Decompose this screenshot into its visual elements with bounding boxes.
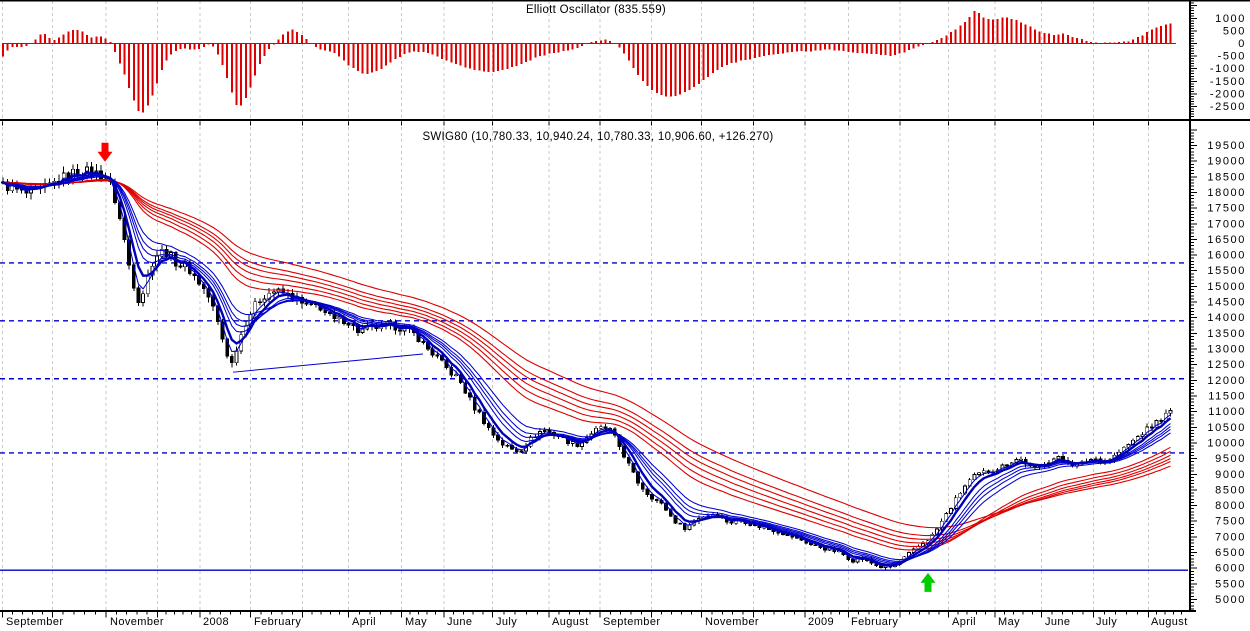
svg-text:May: May — [405, 616, 427, 628]
svg-text:July: July — [1096, 616, 1117, 628]
svg-text:12000: 12000 — [1207, 375, 1246, 387]
svg-text:17500: 17500 — [1207, 203, 1246, 215]
buy-signal-arrow-icon — [920, 572, 936, 592]
svg-text:9000: 9000 — [1215, 469, 1246, 481]
svg-text:-500: -500 — [1218, 51, 1246, 63]
svg-text:7000: 7000 — [1215, 531, 1246, 543]
support-resistance-levels — [0, 262, 1188, 571]
svg-text:September: September — [603, 616, 660, 628]
price-title: SWIG80 (10,780.33, 10,940.24, 10,780.33,… — [422, 131, 773, 143]
svg-text:2008: 2008 — [203, 616, 229, 628]
svg-text:13500: 13500 — [1207, 328, 1246, 340]
svg-text:500: 500 — [1223, 25, 1246, 37]
svg-text:6500: 6500 — [1215, 547, 1246, 559]
svg-text:April: April — [952, 616, 976, 628]
svg-text:16500: 16500 — [1207, 234, 1246, 246]
svg-text:18500: 18500 — [1207, 171, 1246, 183]
svg-text:November: November — [705, 616, 759, 628]
x-axis: September November 2008 February April May Jun… — [2, 121, 1188, 628]
svg-text:May: May — [998, 616, 1020, 628]
svg-text:5500: 5500 — [1215, 578, 1246, 590]
svg-text:September: September — [6, 616, 63, 628]
svg-text:June: June — [1045, 616, 1070, 628]
sell-signal-arrow-icon — [97, 142, 113, 162]
svg-text:9500: 9500 — [1215, 453, 1246, 465]
svg-text:February: February — [254, 616, 301, 628]
svg-text:19500: 19500 — [1207, 140, 1246, 152]
blue-ema-group — [2, 170, 1172, 567]
svg-text:14000: 14000 — [1207, 312, 1246, 324]
price-y-axis: 19500 19000 18500 18000 17500 17000 16500 16000… — [1191, 129, 1246, 610]
svg-text:0: 0 — [1238, 38, 1246, 50]
svg-text:April: April — [352, 616, 376, 628]
svg-text:11000: 11000 — [1208, 406, 1246, 418]
svg-text:16000: 16000 — [1207, 250, 1246, 262]
svg-text:15000: 15000 — [1207, 281, 1246, 293]
svg-text:2009: 2009 — [808, 616, 834, 628]
signal-arrows — [97, 142, 936, 592]
svg-text:17000: 17000 — [1207, 218, 1246, 230]
svg-text:August: August — [552, 616, 589, 628]
svg-text:-1000: -1000 — [1210, 63, 1246, 75]
svg-text:June: June — [447, 616, 472, 628]
svg-text:-2000: -2000 — [1210, 88, 1246, 100]
svg-text:-2500: -2500 — [1210, 101, 1246, 113]
svg-text:10500: 10500 — [1207, 422, 1246, 434]
red-ema-group — [2, 179, 1171, 551]
svg-text:6000: 6000 — [1215, 563, 1246, 575]
svg-text:18000: 18000 — [1207, 187, 1246, 199]
svg-text:July: July — [496, 616, 517, 628]
svg-text:15500: 15500 — [1207, 265, 1246, 277]
svg-text:August: August — [1151, 616, 1188, 628]
svg-text:-1500: -1500 — [1210, 76, 1246, 88]
svg-text:13000: 13000 — [1207, 344, 1246, 356]
svg-text:5000: 5000 — [1215, 594, 1246, 606]
svg-text:19000: 19000 — [1207, 156, 1246, 168]
svg-text:8500: 8500 — [1215, 484, 1246, 496]
svg-text:7500: 7500 — [1215, 516, 1246, 528]
candlesticks — [1, 161, 1173, 570]
svg-text:1000: 1000 — [1215, 13, 1246, 25]
svg-text:February: February — [851, 616, 898, 628]
oscillator-panel — [2, 11, 1176, 113]
svg-text:10000: 10000 — [1207, 437, 1246, 449]
svg-text:12500: 12500 — [1207, 359, 1246, 371]
svg-text:14500: 14500 — [1207, 297, 1246, 309]
svg-text:11500: 11500 — [1208, 390, 1246, 402]
month-gridlines — [2, 1, 1149, 610]
chart-frame — [0, 0, 1250, 612]
svg-text:November: November — [110, 616, 164, 628]
price-panel — [1, 161, 1173, 570]
svg-text:8000: 8000 — [1215, 500, 1246, 512]
oscillator-title: Elliott Oscillator (835.559) — [526, 4, 666, 16]
